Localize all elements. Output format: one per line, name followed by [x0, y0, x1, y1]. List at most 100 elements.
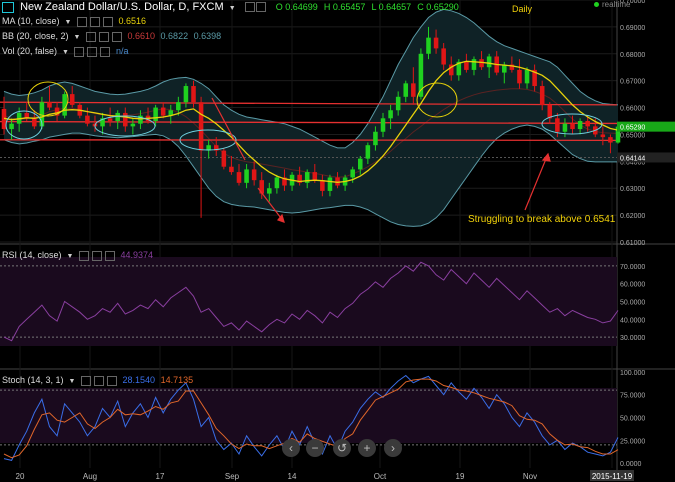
candle-body[interactable]	[9, 123, 14, 130]
visibility-icon[interactable]	[89, 16, 100, 27]
candle-body[interactable]	[115, 112, 120, 121]
zoom-in-button[interactable]: +	[358, 439, 376, 457]
stoch-legend[interactable]: Stoch (14, 3, 1) ▼ 28.1540 14.7135	[2, 375, 196, 386]
candle-body[interactable]	[100, 118, 105, 127]
chevron-down-icon[interactable]: ▼	[228, 5, 236, 12]
candle-body[interactable]	[357, 158, 363, 170]
candle-body[interactable]	[608, 137, 613, 143]
candle-body[interactable]	[198, 102, 204, 151]
symbol-title[interactable]: New Zealand Dollar/U.S. Dollar, D, FXCM	[20, 1, 224, 13]
visibility-icon[interactable]	[255, 2, 266, 13]
settings-icon[interactable]	[85, 31, 96, 42]
candle-body[interactable]	[297, 174, 302, 183]
candle-body[interactable]	[160, 107, 166, 116]
zoom-out-button[interactable]: −	[306, 439, 324, 457]
candle-body[interactable]	[479, 59, 484, 68]
candle-body[interactable]	[456, 61, 462, 76]
settings-icon[interactable]	[74, 46, 85, 57]
candle-body[interactable]	[107, 118, 113, 121]
candle-body[interactable]	[123, 112, 128, 127]
candle-body[interactable]	[327, 177, 333, 191]
candle-body[interactable]	[85, 115, 90, 124]
candle-body[interactable]	[388, 110, 393, 119]
candle-body[interactable]	[304, 172, 310, 183]
candle-body[interactable]	[213, 145, 219, 151]
close-icon[interactable]	[102, 16, 113, 27]
candle-body[interactable]	[418, 53, 424, 97]
scroll-right-button[interactable]: ›	[384, 439, 402, 457]
candle-body[interactable]	[1, 108, 7, 130]
rsi-legend[interactable]: RSI (14, close) ▼ 44.9374	[2, 250, 156, 261]
bb-legend[interactable]: BB (20, close, 2) ▼ 0.6610 0.6822 0.6398	[2, 31, 224, 42]
chevron-down-icon[interactable]: ▼	[62, 49, 69, 56]
chevron-down-icon[interactable]: ▼	[66, 253, 74, 260]
candle-body[interactable]	[274, 177, 280, 189]
settings-icon[interactable]	[244, 2, 255, 13]
close-icon[interactable]	[100, 46, 111, 57]
candle-body[interactable]	[570, 123, 575, 130]
candle-body[interactable]	[312, 172, 318, 181]
visibility-icon[interactable]	[98, 31, 109, 42]
candle-body[interactable]	[138, 115, 143, 124]
ma-legend[interactable]: MA (10, close) ▼ 0.6516	[2, 16, 149, 27]
candle-body[interactable]	[403, 83, 409, 97]
settings-icon[interactable]	[78, 250, 89, 261]
candle-body[interactable]	[282, 177, 287, 186]
candle-body[interactable]	[464, 61, 469, 70]
candle-body[interactable]	[153, 107, 158, 121]
candle-body[interactable]	[39, 102, 45, 127]
candle-body[interactable]	[373, 131, 378, 146]
candle-body[interactable]	[176, 102, 181, 111]
candle-body[interactable]	[320, 180, 325, 191]
visibility-icon[interactable]	[94, 375, 104, 386]
close-icon[interactable]	[111, 31, 122, 42]
candle-body[interactable]	[251, 169, 257, 181]
candle-body[interactable]	[350, 169, 355, 178]
settings-icon[interactable]	[81, 375, 91, 386]
scroll-left-button[interactable]: ‹	[282, 439, 300, 457]
candle-body[interactable]	[555, 118, 560, 132]
candle-body[interactable]	[547, 104, 553, 119]
candle-body[interactable]	[130, 123, 136, 127]
candle-body[interactable]	[380, 118, 386, 132]
candle-body[interactable]	[69, 94, 75, 105]
candle-body[interactable]	[191, 86, 196, 103]
candle-body[interactable]	[577, 121, 583, 130]
candle-body[interactable]	[585, 121, 590, 127]
candle-body[interactable]	[539, 86, 545, 105]
candle-body[interactable]	[502, 64, 507, 73]
candle-body[interactable]	[229, 166, 234, 173]
candle-body[interactable]	[62, 94, 67, 116]
candle-body[interactable]	[562, 123, 568, 132]
candle-body[interactable]	[236, 172, 242, 183]
candle-body[interactable]	[259, 180, 265, 194]
chevron-down-icon[interactable]: ▼	[73, 34, 81, 41]
menu-icon[interactable]	[2, 1, 14, 13]
candle-body[interactable]	[47, 102, 52, 108]
candle-body[interactable]	[221, 150, 227, 167]
close-icon[interactable]	[104, 250, 115, 261]
candle-body[interactable]	[32, 118, 37, 127]
candle-body[interactable]	[267, 188, 272, 194]
rsi-panel[interactable]	[0, 261, 619, 342]
candle-body[interactable]	[24, 112, 30, 119]
candle-body[interactable]	[206, 145, 211, 151]
candle-body[interactable]	[183, 86, 189, 103]
chevron-down-icon[interactable]: ▼	[68, 378, 76, 385]
candle-body[interactable]	[524, 69, 530, 84]
candle-body[interactable]	[395, 96, 401, 111]
candle-body[interactable]	[54, 107, 60, 116]
vol-legend[interactable]: Vol (20, false) ▼ n/a	[2, 46, 132, 57]
candle-body[interactable]	[335, 177, 340, 186]
candle-body[interactable]	[486, 56, 492, 68]
candle-body[interactable]	[532, 69, 537, 87]
candle-body[interactable]	[411, 83, 416, 97]
candle-body[interactable]	[615, 126, 621, 143]
reset-button[interactable]: ↺	[333, 439, 351, 457]
visibility-icon[interactable]	[91, 250, 102, 261]
chevron-down-icon[interactable]: ▼	[64, 19, 72, 26]
candle-body[interactable]	[448, 64, 454, 76]
visibility-icon[interactable]	[87, 46, 98, 57]
close-icon[interactable]	[107, 375, 117, 386]
